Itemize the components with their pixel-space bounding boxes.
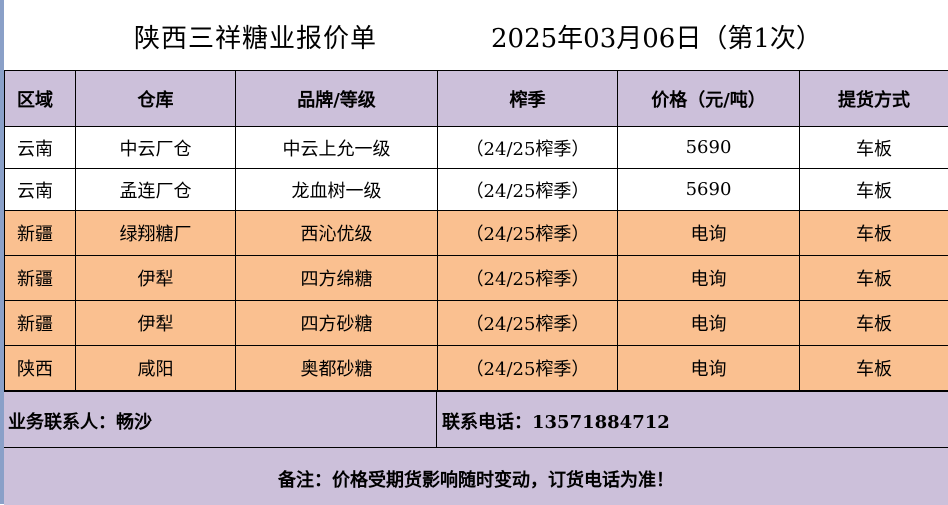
- header-region: 区域: [5, 71, 76, 127]
- cell-brand: 中云上允一级: [236, 127, 438, 169]
- price-table: 区域 仓库 品牌/等级 榨季 价格（元/吨） 提货方式 云南中云厂仓中云上允一级…: [4, 70, 948, 391]
- note-text: 备注：价格受期货影响随时变动，订货电话为准！: [4, 466, 948, 492]
- cell-delivery: 车板: [800, 169, 948, 211]
- cell-season: （24/25榨季）: [438, 256, 618, 301]
- cell-season: （24/25榨季）: [438, 346, 618, 391]
- cell-region: 云南: [5, 169, 76, 211]
- cell-warehouse: 咸阳: [76, 346, 236, 391]
- cell-brand: 西沁优级: [236, 211, 438, 256]
- cell-brand: 四方绵糖: [236, 256, 438, 301]
- table-row: 新疆伊犁四方绵糖（24/25榨季）电询车板: [5, 256, 948, 301]
- cell-season: （24/25榨季）: [438, 301, 618, 346]
- table-row: 新疆伊犁四方砂糖（24/25榨季）电询车板: [5, 301, 948, 346]
- header-delivery: 提货方式: [800, 71, 948, 127]
- cell-warehouse: 伊犁: [76, 256, 236, 301]
- title-row: 陕西三祥糖业报价单 2025年03月06日（第1次）: [4, 0, 948, 71]
- cell-season: （24/25榨季）: [438, 169, 618, 211]
- cell-season: （24/25榨季）: [438, 211, 618, 256]
- contact-row: 业务联系人：畅沙 联系电话：13571884712: [4, 391, 948, 448]
- cell-warehouse: 孟连厂仓: [76, 169, 236, 211]
- cell-price: 电询: [618, 256, 800, 301]
- cell-price: 电询: [618, 301, 800, 346]
- company-title: 陕西三祥糖业报价单: [134, 18, 377, 55]
- cell-brand: 四方砂糖: [236, 301, 438, 346]
- cell-delivery: 车板: [800, 127, 948, 169]
- cell-region: 新疆: [5, 301, 76, 346]
- cell-warehouse: 中云厂仓: [76, 127, 236, 169]
- cell-season: （24/25榨季）: [438, 127, 618, 169]
- header-warehouse: 仓库: [76, 71, 236, 127]
- header-brand: 品牌/等级: [236, 71, 438, 127]
- table-row: 陕西咸阳奥都砂糖（24/25榨季）电询车板: [5, 346, 948, 391]
- cell-delivery: 车板: [800, 211, 948, 256]
- cell-region: 新疆: [5, 211, 76, 256]
- contact-phone: 联系电话：13571884712: [442, 408, 670, 434]
- contact-person: 业务联系人：畅沙: [8, 408, 152, 434]
- cell-brand: 奥都砂糖: [236, 346, 438, 391]
- contact-divider: [436, 392, 437, 447]
- cell-region: 云南: [5, 127, 76, 169]
- cell-region: 陕西: [5, 346, 76, 391]
- cell-price: 5690: [618, 127, 800, 169]
- cell-warehouse: 伊犁: [76, 301, 236, 346]
- table-header-row: 区域 仓库 品牌/等级 榨季 价格（元/吨） 提货方式: [5, 71, 948, 127]
- cell-delivery: 车板: [800, 301, 948, 346]
- note-row: 备注：价格受期货影响随时变动，订货电话为准！: [4, 447, 948, 505]
- cell-region: 新疆: [5, 256, 76, 301]
- cell-warehouse: 绿翔糖厂: [76, 211, 236, 256]
- cell-price: 电询: [618, 346, 800, 391]
- cell-brand: 龙血树一级: [236, 169, 438, 211]
- cell-price: 5690: [618, 169, 800, 211]
- table-row: 新疆绿翔糖厂西沁优级（24/25榨季）电询车板: [5, 211, 948, 256]
- cell-price: 电询: [618, 211, 800, 256]
- header-price: 价格（元/吨）: [618, 71, 800, 127]
- cell-delivery: 车板: [800, 346, 948, 391]
- cell-delivery: 车板: [800, 256, 948, 301]
- quote-date: 2025年03月06日（第1次）: [491, 18, 822, 55]
- header-season: 榨季: [438, 71, 618, 127]
